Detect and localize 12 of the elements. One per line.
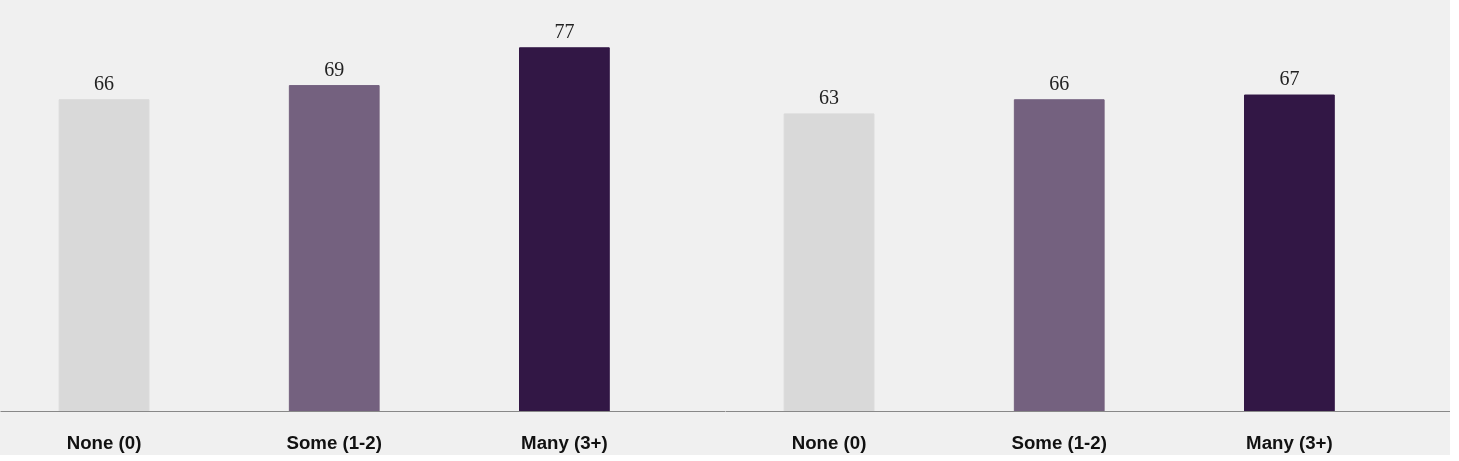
- x-tick-label: Some (1-2): [286, 431, 382, 453]
- data-label: 69: [324, 57, 345, 80]
- x-tick-label: Many (3+): [521, 431, 608, 453]
- data-label: 67: [1279, 67, 1300, 90]
- x-tick-label: Many (3+): [1246, 431, 1333, 453]
- data-label: 66: [1049, 71, 1070, 94]
- data-label: 63: [819, 85, 840, 108]
- x-tick-label: Some (1-2): [1011, 431, 1107, 453]
- data-label: 77: [554, 19, 575, 42]
- x-tick-label: None (0): [791, 431, 867, 453]
- x-tick-label: None (0): [66, 431, 142, 453]
- data-label: 66: [94, 71, 115, 94]
